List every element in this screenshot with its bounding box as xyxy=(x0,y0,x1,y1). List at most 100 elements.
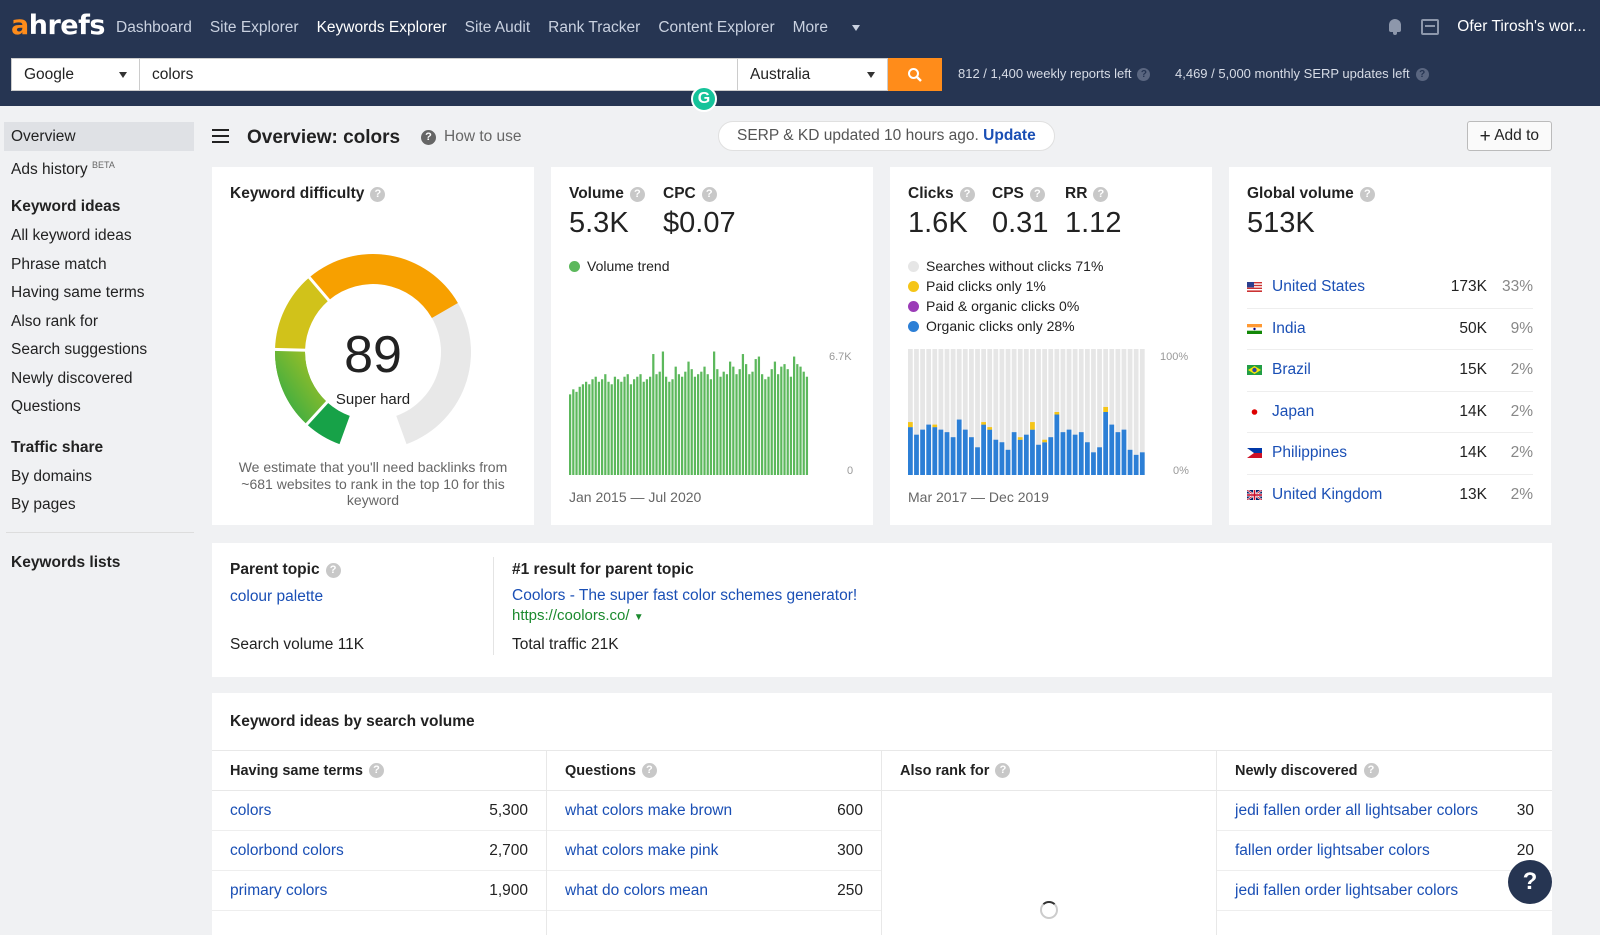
help-icon[interactable]: ? xyxy=(325,562,341,578)
add-to-button[interactable]: + Add to xyxy=(1466,121,1552,151)
help-icon[interactable]: ? xyxy=(1415,68,1429,82)
keyword-row: what colors make brown 600 xyxy=(547,791,881,831)
keyword-link[interactable]: colors xyxy=(230,801,272,819)
main-nav: Dashboard Site Explorer Keywords Explore… xyxy=(116,19,878,37)
help-chat-button[interactable]: ? xyxy=(1508,860,1552,904)
help-icon[interactable]: ? xyxy=(1029,186,1045,202)
help-icon[interactable]: ? xyxy=(1093,186,1109,202)
nav-content-explorer[interactable]: Content Explorer xyxy=(658,19,775,36)
volume-bar xyxy=(741,354,745,475)
sidebar-item-all-keyword-ideas[interactable]: All keyword ideas xyxy=(11,227,132,244)
top-result-url[interactable]: https://coolors.co/ ▼ xyxy=(512,607,644,624)
help-icon[interactable]: ? xyxy=(1359,186,1375,202)
clicks-bar-paid xyxy=(987,427,993,430)
country-link[interactable]: United Kingdom xyxy=(1272,486,1383,504)
clicks-bar-no-click xyxy=(1078,349,1084,475)
sidebar-item-having-same-terms[interactable]: Having same terms xyxy=(11,284,145,301)
help-icon[interactable]: ? xyxy=(995,763,1011,778)
help-icon[interactable]: ? xyxy=(641,763,657,778)
keyword-link[interactable]: what colors make pink xyxy=(565,841,719,859)
volume-bar xyxy=(601,379,604,475)
help-icon[interactable]: ? xyxy=(368,763,384,778)
y-max-label: 100% xyxy=(1160,351,1189,363)
grammarly-icon[interactable]: G xyxy=(691,86,717,112)
parent-topic-link[interactable]: colour palette xyxy=(230,588,324,605)
sidebar-item-by-pages[interactable]: By pages xyxy=(11,496,76,513)
keyword-link[interactable]: primary colors xyxy=(230,881,328,899)
help-icon[interactable]: ? xyxy=(1363,763,1379,778)
help-icon[interactable]: ? xyxy=(959,186,975,202)
ahrefs-logo[interactable]: ahrefs xyxy=(11,10,105,41)
nav-rank-tracker[interactable]: Rank Tracker xyxy=(548,19,641,36)
country-link[interactable]: India xyxy=(1272,319,1306,337)
clicks-bar-organic xyxy=(1078,432,1084,475)
top-result-link[interactable]: Coolors - The super fast color schemes g… xyxy=(512,587,858,604)
search-button[interactable] xyxy=(888,58,942,91)
keyword-link[interactable]: fallen order lightsaber colors xyxy=(1235,841,1430,859)
nav-dashboard[interactable]: Dashboard xyxy=(116,19,192,36)
menu-icon[interactable] xyxy=(212,129,229,143)
y-max-label: 6.7K xyxy=(829,351,852,363)
sidebar-item-search-suggestions[interactable]: Search suggestions xyxy=(11,341,148,358)
keyword-row: what do colors mean 250 xyxy=(547,871,881,911)
sidebar-item-keywords-lists[interactable]: Keywords lists xyxy=(11,553,121,571)
volume-bar xyxy=(607,381,610,475)
help-icon[interactable]: ? xyxy=(701,186,717,202)
clicks-bar-organic xyxy=(999,442,1005,475)
search-icon xyxy=(908,67,922,82)
nav-keywords-explorer[interactable]: Keywords Explorer xyxy=(316,19,447,36)
kd-title: Keyword difficulty xyxy=(230,185,365,202)
nav-site-explorer[interactable]: Site Explorer xyxy=(209,19,299,36)
sidebar-item-phrase-match[interactable]: Phrase match xyxy=(11,255,107,273)
volume-bar xyxy=(613,376,617,475)
clicks-bar-no-click xyxy=(944,349,950,475)
help-icon: ? xyxy=(421,129,436,145)
sidebar-item-newly-discovered[interactable]: Newly discovered xyxy=(11,369,133,387)
keyword-link[interactable]: colorbond colors xyxy=(230,841,344,859)
user-workspace[interactable]: Ofer Tirosh's wor... xyxy=(1457,18,1586,35)
volume-bar xyxy=(783,364,786,475)
ideas-column-also-rank-for: Also rank for? xyxy=(882,750,1217,935)
clicks-bar-organic xyxy=(950,437,956,475)
how-to-use-link[interactable]: ? How to use xyxy=(421,128,522,146)
country-link[interactable]: Philippines xyxy=(1272,444,1347,462)
inbox-icon[interactable] xyxy=(1421,19,1440,35)
keyword-input[interactable] xyxy=(140,58,738,91)
volume-bar xyxy=(802,371,805,475)
country-link[interactable]: United States xyxy=(1272,278,1366,296)
loading-spinner-icon xyxy=(1040,901,1058,919)
clicks-chart xyxy=(908,349,1145,475)
update-link[interactable]: Update xyxy=(983,127,1036,144)
country-row: India 50K 9% xyxy=(1247,309,1533,350)
nav-site-audit[interactable]: Site Audit xyxy=(464,19,531,36)
sidebar-item-by-domains[interactable]: By domains xyxy=(11,467,92,485)
volume-bar xyxy=(709,379,713,475)
bell-icon[interactable] xyxy=(1387,18,1403,36)
country-link[interactable]: Brazil xyxy=(1272,361,1311,379)
clicks-bar-paid xyxy=(1042,439,1048,443)
help-icon[interactable]: ? xyxy=(1137,68,1151,82)
keyword-link[interactable]: jedi fallen order lightsaber colors xyxy=(1235,881,1459,899)
clicks-bar-no-click xyxy=(1036,349,1041,475)
keyword-link[interactable]: what do colors mean xyxy=(565,881,709,899)
sidebar-item-also-rank-for[interactable]: Also rank for xyxy=(11,312,99,330)
in-flag-icon xyxy=(1247,323,1262,334)
keyword-link[interactable]: jedi fallen order all lightsaber colors xyxy=(1235,801,1478,819)
sidebar-item-ads-history[interactable]: Ads history BETA xyxy=(11,159,115,178)
engine-select[interactable]: Google xyxy=(11,58,140,91)
keyword-link[interactable]: what colors make brown xyxy=(565,801,733,819)
cpc-value: $0.07 xyxy=(663,207,736,239)
sidebar: Overview Ads history BETA Keyword ideas … xyxy=(0,122,200,577)
country-select[interactable]: Australia xyxy=(738,58,888,91)
sidebar-item-questions[interactable]: Questions xyxy=(11,398,81,415)
help-icon[interactable]: ? xyxy=(370,186,386,202)
country-link[interactable]: Japan xyxy=(1272,402,1315,420)
help-icon[interactable]: ? xyxy=(629,186,645,202)
sidebar-item-overview[interactable]: Overview xyxy=(4,122,194,151)
volume-bar xyxy=(697,374,700,475)
clicks-bar-no-click xyxy=(1030,349,1035,475)
clicks-bar-organic xyxy=(1127,449,1133,475)
clicks-bar-organic xyxy=(1005,449,1011,475)
volume-bar xyxy=(569,394,572,475)
nav-more[interactable]: More xyxy=(793,19,860,37)
